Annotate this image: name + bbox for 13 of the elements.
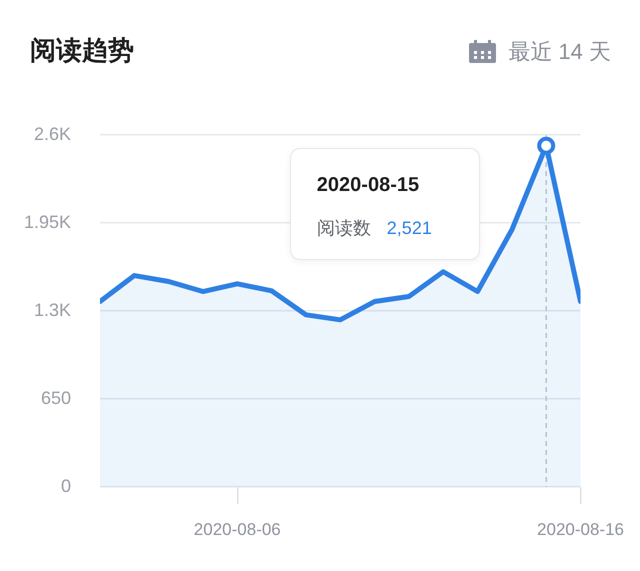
- y-tick-label: 1.3K: [34, 300, 71, 320]
- annotation: 2020-08-15: [316, 174, 420, 196]
- y-tick-label: 2.6K: [34, 124, 71, 144]
- y-tick-label: 650: [40, 388, 71, 408]
- y-tick-label: 1.95K: [24, 212, 71, 232]
- tooltip: 2020-08-15 阅读数 2,521: [290, 148, 480, 260]
- y-tick-label: 0: [60, 476, 71, 496]
- x-tick-label: 2020-08-06: [194, 520, 281, 539]
- chart-subtitle: 最近 14 天: [508, 38, 611, 64]
- x-tick-label: 2020-08-16: [537, 520, 624, 539]
- annotation: 2,521: [386, 218, 432, 238]
- chart-title: 阅读趋势: [30, 35, 134, 65]
- annotation: 阅读数: [316, 218, 371, 238]
